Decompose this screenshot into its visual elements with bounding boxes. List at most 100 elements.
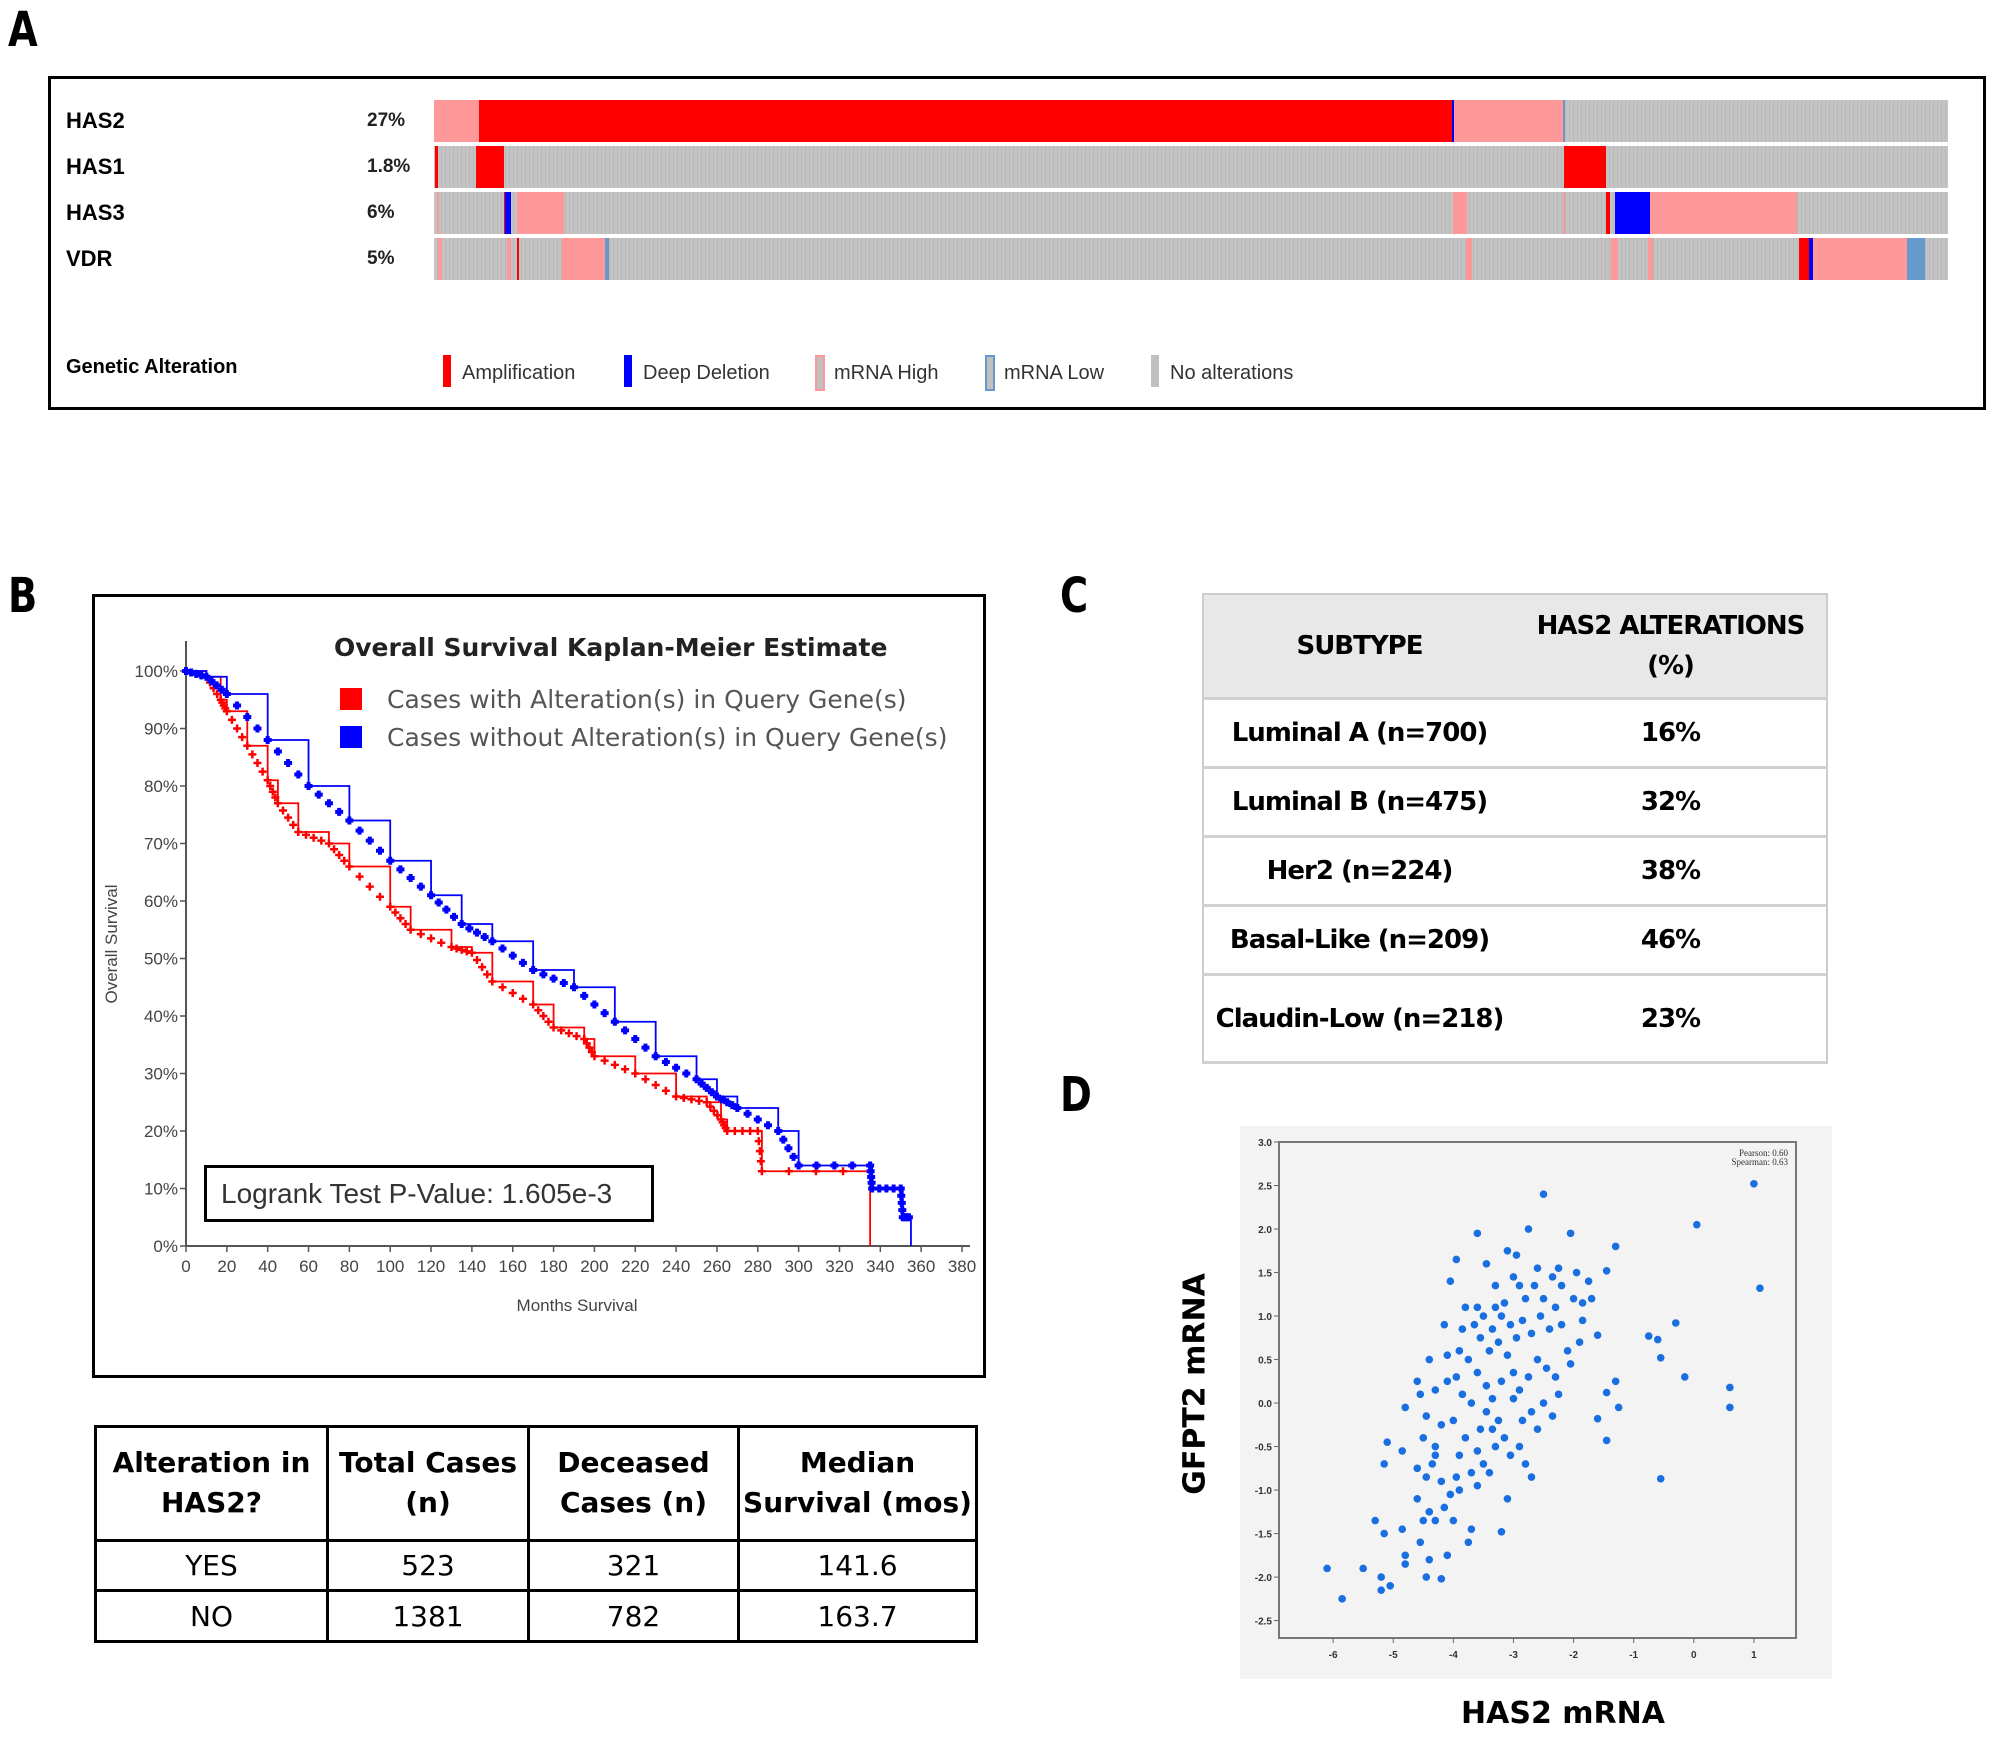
x-tick-label: -2: [1569, 1650, 1578, 1661]
y-tick-label: 20%: [144, 1122, 178, 1141]
alteration-segment: [604, 238, 609, 280]
censor-mark: [355, 872, 364, 881]
scatter-point: [1611, 1377, 1620, 1386]
censor-mark: [753, 1115, 762, 1124]
scatter-point: [1431, 1451, 1440, 1460]
censor-mark: [572, 1032, 581, 1041]
x-tick-label: 280: [744, 1257, 772, 1276]
censor-mark: [427, 891, 436, 900]
censor-mark: [304, 782, 313, 790]
scatter-point: [1509, 1368, 1518, 1377]
censor-mark: [266, 782, 275, 790]
censor-mark: [631, 1069, 640, 1078]
censor-mark: [585, 1043, 594, 1052]
scatter-point: [1518, 1316, 1527, 1325]
scatter-point: [1551, 1373, 1560, 1381]
x-tick-label: 140: [458, 1257, 486, 1276]
header-cell: SUBTYPE: [1203, 594, 1515, 700]
scatter-point: [1533, 1425, 1542, 1433]
y-tick-label: 40%: [144, 1007, 178, 1026]
censor-mark: [757, 1167, 766, 1176]
scatter-point: [1602, 1436, 1611, 1445]
scatter-point: [1653, 1335, 1662, 1344]
censor-mark: [450, 912, 459, 921]
censor-mark: [498, 944, 507, 953]
scatter-point: [1578, 1316, 1587, 1325]
x-tick-label: 40: [258, 1257, 277, 1276]
censor-mark: [273, 747, 282, 756]
scatter-point: [1467, 1399, 1476, 1407]
table-row: NO 1381 782 163.7: [94, 1589, 978, 1643]
censor-mark: [692, 1075, 701, 1084]
scatter-point: [1563, 1347, 1572, 1355]
censor-mark: [335, 807, 344, 816]
censor-mark: [882, 1184, 891, 1193]
alteration-segment: [506, 238, 511, 280]
scatter-point: [1497, 1377, 1506, 1386]
scatter-point: [1485, 1347, 1494, 1355]
censor-mark: [718, 1095, 727, 1104]
legend-label: mRNA Low: [1004, 362, 1105, 384]
oncoprint-panel: HAS2 27% HAS1 1.8% HAS3 6% VDR 5% Genetic Alter…: [48, 76, 1986, 410]
scatter-point: [1548, 1273, 1557, 1281]
censor-mark: [812, 1161, 821, 1170]
scatter-point: [1455, 1451, 1464, 1460]
scatter-point: [1425, 1355, 1434, 1364]
alteration-segment: [1812, 238, 1908, 280]
scatter-point: [1458, 1390, 1467, 1399]
scatter-point: [1398, 1525, 1407, 1534]
censor-mark: [904, 1213, 913, 1222]
scatter-point: [1338, 1595, 1346, 1603]
censor-mark: [709, 1106, 718, 1115]
gene-label-vdr: VDR: [66, 246, 113, 271]
scatter-point: [1527, 1473, 1536, 1481]
censor-mark: [309, 833, 318, 842]
scatter-point: [1449, 1416, 1458, 1425]
censor-mark: [661, 1086, 670, 1095]
censor-mark: [610, 1017, 619, 1026]
y-tick-label: 50%: [144, 950, 178, 969]
censor-mark: [590, 1000, 599, 1009]
censor-mark: [253, 724, 262, 733]
censor-mark: [284, 813, 293, 822]
y-tick-label: 1.0: [1258, 1312, 1272, 1323]
cell: 1381: [326, 1589, 530, 1643]
scatter-point: [1443, 1351, 1452, 1359]
censor-mark: [233, 724, 242, 733]
censor-mark: [294, 828, 303, 836]
scatter-point: [1383, 1438, 1392, 1447]
subtype-cell: Luminal A (n=700): [1203, 698, 1515, 769]
scatter-point: [1593, 1414, 1602, 1423]
alteration-segment: [1562, 192, 1566, 234]
censor-mark: [263, 776, 272, 785]
scatter-point: [1482, 1407, 1491, 1416]
percent-cell: 32%: [1515, 767, 1827, 838]
censor-mark: [539, 970, 548, 979]
scatter-point: [1509, 1273, 1518, 1281]
scatter-point: [1548, 1412, 1557, 1420]
y-tick-label: -2.5: [1255, 1617, 1273, 1628]
scatter-point: [1398, 1447, 1407, 1455]
header-cell: Deceased Cases (n): [527, 1425, 740, 1542]
scatter-point: [1554, 1390, 1563, 1399]
scatter-point: [1437, 1477, 1446, 1486]
percent-cell: 23%: [1515, 974, 1827, 1064]
scatter-point: [1539, 1294, 1548, 1303]
table-header-row: SUBTYPE HAS2 ALTERATIONS (%): [1203, 594, 1827, 700]
scatter-point: [1584, 1277, 1593, 1286]
scatter-point: [1473, 1447, 1482, 1455]
scatter-point: [1524, 1225, 1533, 1233]
censor-mark: [898, 1206, 907, 1215]
censor-mark: [789, 1152, 798, 1161]
scatter-point: [1503, 1351, 1512, 1359]
censor-mark: [848, 1161, 857, 1170]
percent-cell: 46%: [1515, 905, 1827, 976]
scatter-point: [1446, 1277, 1455, 1286]
scatter-point: [1476, 1333, 1485, 1342]
censor-mark: [345, 862, 354, 871]
legend-label: Deep Deletion: [643, 362, 770, 384]
scatter-point: [1422, 1573, 1431, 1581]
x-tick-label: 260: [703, 1257, 731, 1276]
scatter-point: [1509, 1394, 1518, 1403]
